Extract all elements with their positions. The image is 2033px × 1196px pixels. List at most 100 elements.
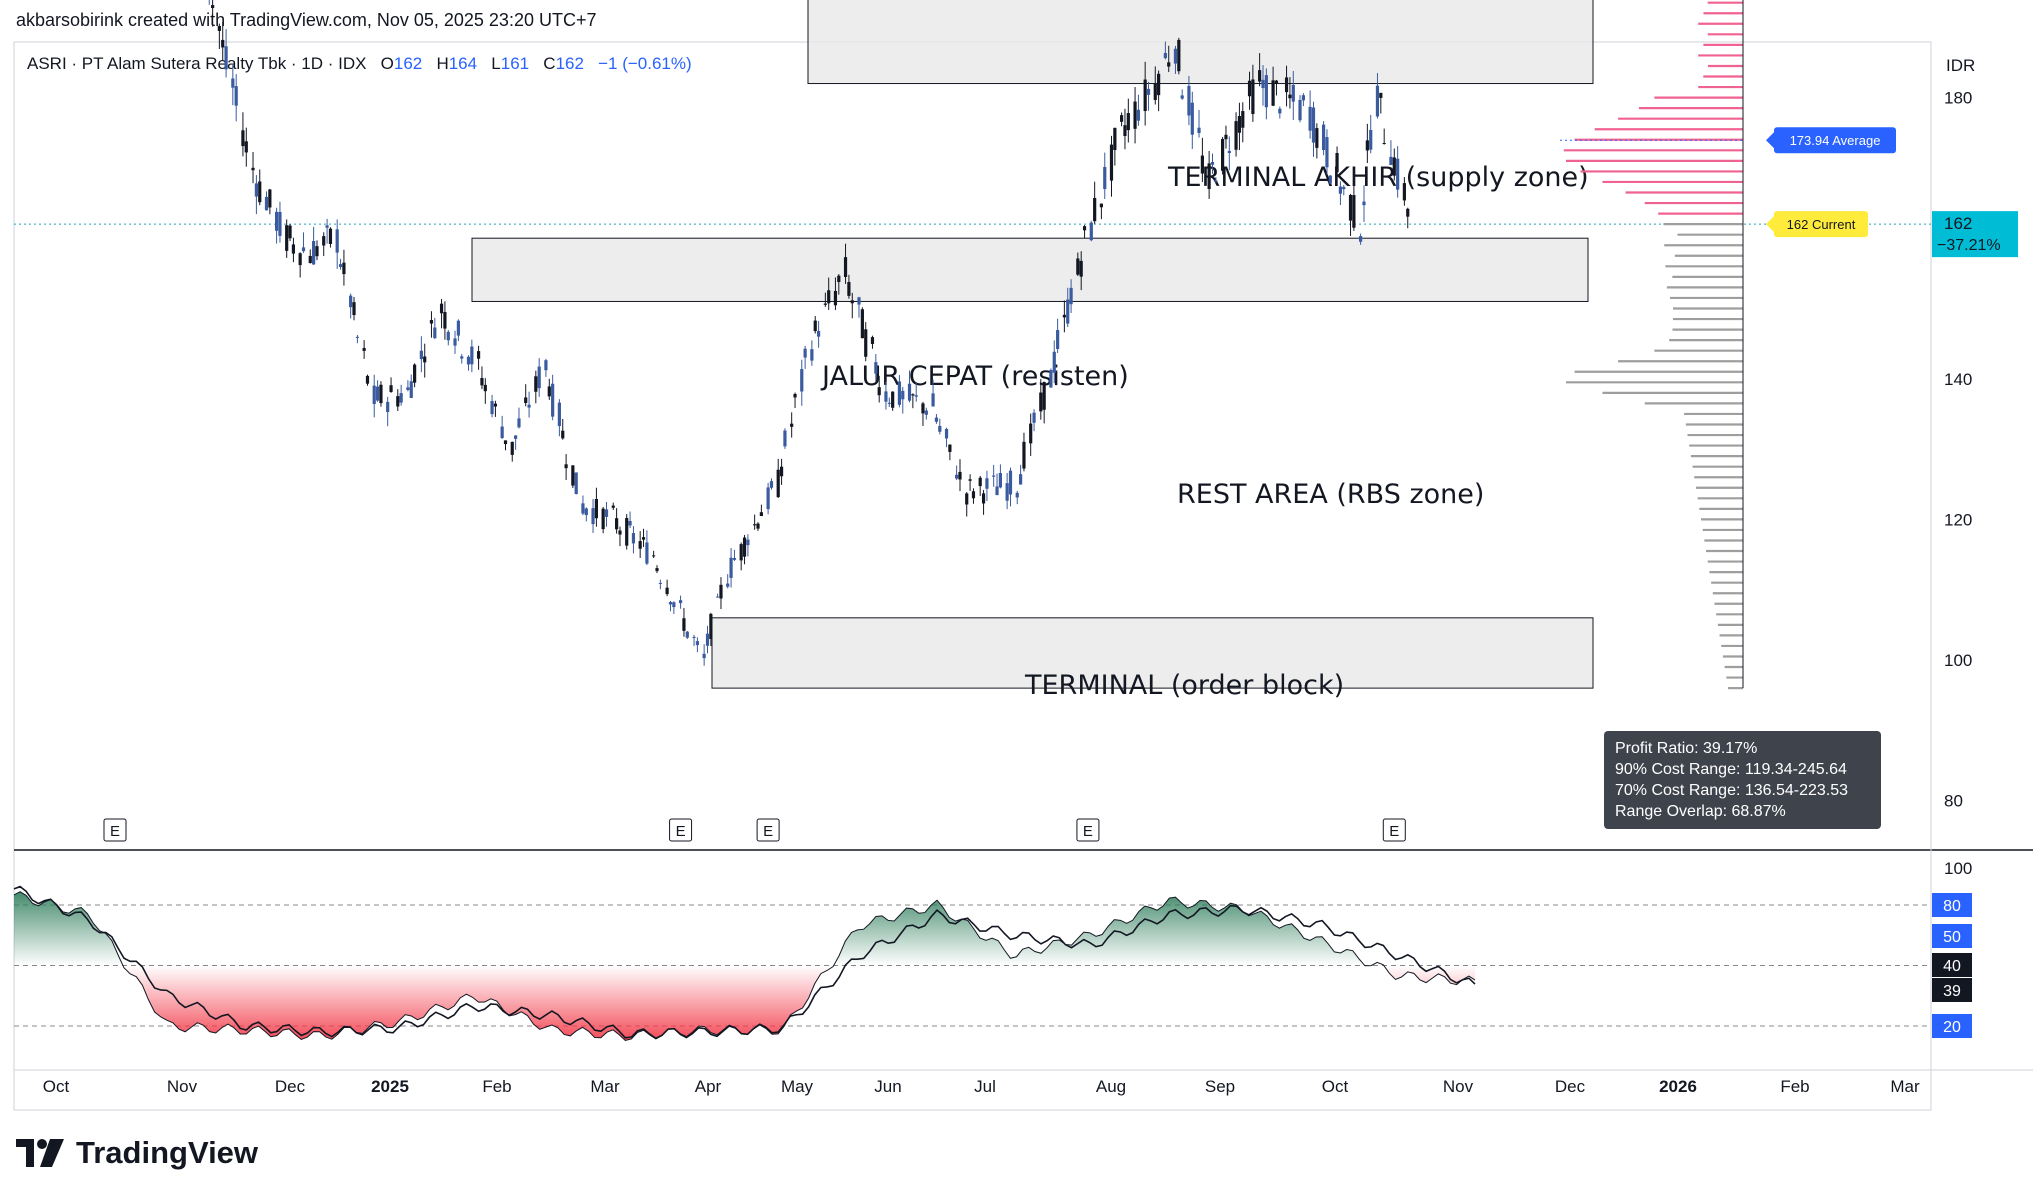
candle-body [375, 386, 380, 401]
open-value: 162 [393, 54, 423, 73]
candle-body [1224, 134, 1228, 140]
candle-body [433, 327, 437, 339]
candle-body [658, 582, 662, 584]
candle-body [1288, 94, 1292, 99]
candle-body [429, 320, 434, 324]
time-axis-label: Feb [482, 1077, 511, 1096]
candle-body [810, 349, 814, 361]
oscillator-slow-line [13, 885, 1476, 1040]
candle-body [564, 464, 568, 469]
open-label: O [380, 54, 394, 73]
time-axis-label: Oct [1322, 1077, 1349, 1096]
candle-body [891, 391, 895, 408]
candle-body [503, 440, 508, 445]
candle-body [1220, 139, 1225, 171]
time-axis-label: Mar [1890, 1077, 1920, 1096]
candle-body [924, 410, 928, 415]
profit-ratio: Profit Ratio: 39.17% [1615, 740, 1758, 757]
cost-range-90: 90% Cost Range: 119.34-245.64 [1615, 761, 1847, 778]
candle-body [843, 257, 848, 278]
candle-body [746, 539, 750, 546]
oscillator-level-tag-text: 40 [1943, 958, 1961, 975]
candle-body [779, 466, 784, 477]
candle-body [938, 425, 942, 432]
earnings-marker-label: E [763, 823, 773, 840]
candle-body [480, 378, 484, 386]
time-axis-label: Sep [1205, 1077, 1235, 1096]
candle-body [1308, 106, 1312, 131]
candle-body [362, 348, 366, 351]
candle-body [574, 472, 578, 495]
candle-body [1214, 180, 1218, 182]
candle-body [753, 524, 757, 526]
candle-body [399, 393, 403, 403]
candle-body [625, 518, 629, 546]
candle-body [672, 602, 676, 608]
tradingview-logo-text: TradingView [76, 1135, 259, 1170]
candle-body [1402, 183, 1406, 201]
candle-body [551, 383, 555, 417]
candle-body [817, 330, 821, 337]
low-label: L [491, 54, 501, 73]
candle-body [274, 211, 279, 231]
symbol-name[interactable]: ASRI · PT Alam Sutera Realty Tbk · 1D · … [27, 54, 367, 73]
earnings-marker-label: E [1389, 823, 1399, 840]
time-axis-label: Aug [1096, 1077, 1126, 1096]
candle-body [386, 401, 390, 413]
candle-body [652, 555, 656, 557]
candle-body [1167, 62, 1171, 67]
earnings-marker [103, 818, 127, 842]
candle-body [1396, 158, 1400, 190]
candle-body [1369, 130, 1373, 150]
candle-body [342, 262, 346, 275]
candle-body [1163, 52, 1167, 59]
last-price-tag-bg [1932, 211, 2018, 258]
candle-body [1032, 412, 1036, 423]
candle-body [315, 246, 319, 257]
zone-box [711, 617, 1594, 689]
earnings-marker-label: E [110, 823, 120, 840]
zone-label-rest: REST AREA (RBS zone) [1177, 479, 1484, 510]
candle-body [813, 320, 817, 332]
symbol-legend: ASRI · PT Alam Sutera Realty Tbk · 1D · … [27, 54, 692, 74]
candle-body [874, 362, 878, 374]
candle-body [678, 600, 683, 604]
candle-body [1359, 236, 1363, 242]
current-tag-text: 162 Current [1787, 217, 1856, 232]
candle-body [1180, 95, 1184, 99]
candle-body [604, 509, 609, 517]
candle-body [1237, 115, 1242, 133]
zone-label-supply: TERMINAL AKHIR (supply zone) [1167, 162, 1589, 193]
candle-body [1153, 83, 1157, 100]
time-axis-label: Mar [590, 1077, 620, 1096]
candle-body [1119, 115, 1124, 122]
candle-body [1076, 258, 1080, 275]
tradingview-logo[interactable]: TradingView [16, 1135, 258, 1171]
candle-body [1015, 492, 1019, 498]
time-axis-label: Jun [874, 1077, 901, 1096]
candle-body [618, 530, 622, 535]
candle-body [1146, 88, 1151, 95]
oscillator-low-fill [14, 965, 1475, 1041]
candle-body [716, 596, 720, 598]
candle-body [1348, 194, 1353, 221]
candle-body [285, 225, 289, 251]
candle-body [211, 5, 215, 9]
candle-body [298, 253, 302, 266]
currency-label[interactable]: IDR [1946, 56, 1976, 75]
earnings-marker [1382, 818, 1406, 842]
oscillator-level-tag-text: 80 [1943, 898, 1961, 915]
chart-canvas[interactable]: 2602402202001801401201008060TERMINAL AKH… [0, 0, 2033, 1120]
candle-body [460, 356, 464, 359]
candle-body [985, 478, 989, 489]
candle-body [864, 329, 868, 357]
candle-body [379, 384, 383, 404]
candle-body [1190, 102, 1194, 135]
candle-body [897, 381, 902, 405]
oscillator-level-tag [1932, 924, 1972, 948]
candle-body [759, 512, 763, 517]
candle-body [965, 493, 969, 505]
candle-body [823, 303, 827, 305]
last-price-change: −37.21% [1937, 237, 2001, 254]
candle-body [1005, 483, 1009, 501]
